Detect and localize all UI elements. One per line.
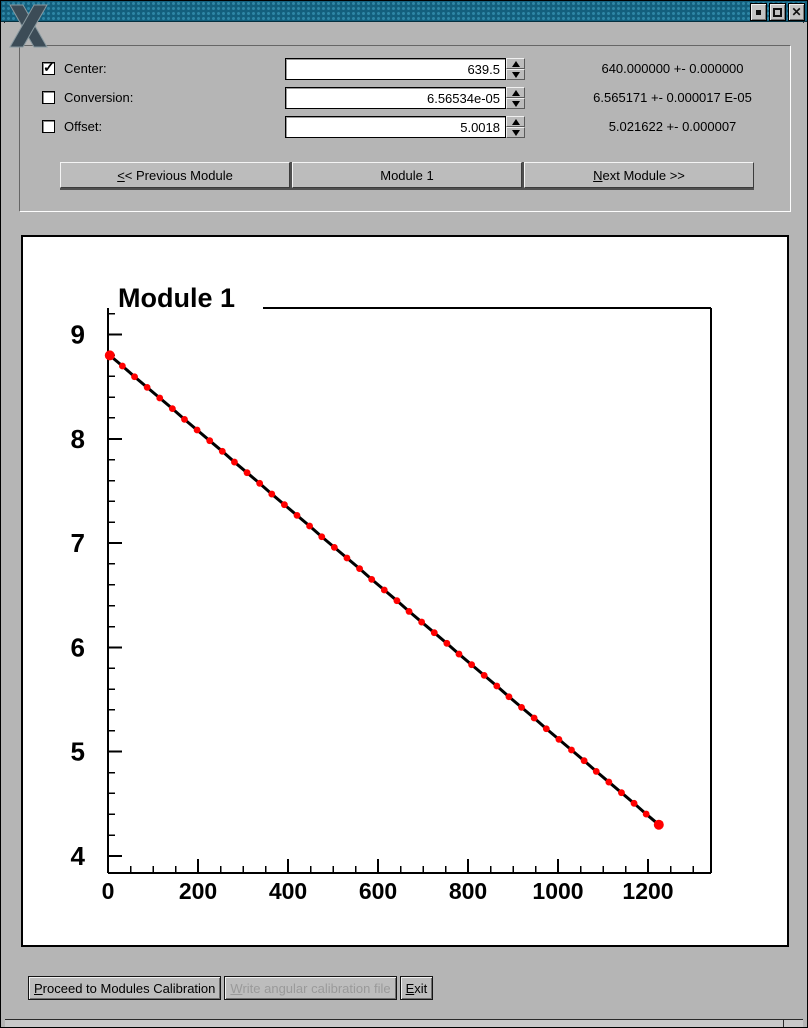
arrow-down-icon (511, 100, 520, 107)
center-checkbox[interactable]: ✓ (42, 59, 55, 75)
center-input[interactable] (285, 58, 506, 80)
center-spin-down-button[interactable] (506, 69, 525, 80)
svg-text:Module 1: Module 1 (118, 283, 235, 313)
arrow-down-icon (511, 71, 520, 78)
center-stepper (506, 58, 525, 80)
arrow-up-icon (511, 60, 520, 67)
center-fit-result: 640.000000 +- 0.000000 (601, 61, 744, 76)
svg-text:6: 6 (71, 632, 85, 662)
arrow-up-icon (511, 118, 520, 125)
statusbar (5, 1019, 803, 1027)
conversion-spin-up-button[interactable] (506, 87, 525, 98)
previous-module-button[interactable]: << Previous Module (60, 162, 290, 188)
arrow-up-icon (511, 89, 520, 96)
close-icon: ✕ (791, 5, 802, 19)
exit-button[interactable]: Exit (399, 976, 434, 1000)
offset-row: Offset: 5.021622 +- 0.000007 (20, 116, 790, 138)
svg-text:1200: 1200 (622, 878, 673, 904)
svg-text:400: 400 (269, 878, 307, 904)
conversion-checkbox[interactable] (42, 91, 55, 104)
conversion-stepper (506, 87, 525, 109)
svg-text:1000: 1000 (532, 878, 583, 904)
svg-text:5: 5 (71, 737, 85, 767)
calibration-plot-panel: 0 200 400 600 800 1000 1200 4 5 6 7 8 9 Module 1 (21, 235, 789, 947)
conversion-label: Conversion: (64, 90, 134, 105)
conversion-spin-down-button[interactable] (506, 98, 525, 109)
next-module-button[interactable]: Next Module >> (524, 162, 754, 188)
offset-input[interactable] (285, 116, 506, 138)
close-button[interactable]: ✕ (788, 3, 805, 21)
offset-spin-up-button[interactable] (506, 116, 525, 127)
write-angular-calibration-file-button: Write angular calibration file (224, 976, 397, 1000)
minimize-icon (756, 9, 761, 15)
center-spin-up-button[interactable] (506, 58, 525, 69)
svg-text:600: 600 (359, 878, 397, 904)
svg-text:200: 200 (179, 878, 217, 904)
center-row: ✓ Center: 640.000000 +- 0.000000 (20, 58, 790, 80)
svg-text:4: 4 (71, 841, 86, 871)
conversion-input[interactable] (285, 87, 506, 109)
svg-text:7: 7 (71, 528, 85, 558)
window-content: ✓ Center: 640.000000 +- 0.000000 Convers… (1, 23, 807, 1020)
conversion-fit-result: 6.565171 +- 0.000017 E-05 (593, 90, 752, 105)
svg-text:8: 8 (71, 424, 85, 454)
calibration-panel: ✓ Center: 640.000000 +- 0.000000 Convers… (19, 45, 791, 212)
minimize-button[interactable] (750, 3, 767, 21)
conversion-row: Conversion: 6.565171 +- 0.000017 E-05 (20, 87, 790, 109)
proceed-to-modules-calibration-button[interactable]: Proceed to Modules Calibration (28, 976, 222, 1000)
svg-text:0: 0 (102, 878, 115, 904)
svg-text:9: 9 (71, 319, 85, 349)
current-module-label: Module 1 (292, 162, 522, 188)
titlebar[interactable]: ✕ (1, 1, 807, 22)
offset-stepper (506, 116, 525, 138)
svg-text:800: 800 (449, 878, 487, 904)
offset-spin-down-button[interactable] (506, 127, 525, 138)
maximize-icon (773, 7, 782, 17)
calibration-plot: 0 200 400 600 800 1000 1200 4 5 6 7 8 9 Module 1 (71, 283, 712, 904)
arrow-down-icon (511, 129, 520, 136)
x11-logo-icon (9, 4, 48, 48)
resize-grip[interactable] (783, 1020, 784, 1027)
maximize-button[interactable] (769, 3, 786, 21)
offset-label: Offset: (64, 119, 103, 134)
offset-fit-result: 5.021622 +- 0.000007 (608, 119, 737, 134)
check-icon: ✓ (43, 59, 55, 75)
center-label: Center: (64, 61, 107, 76)
module-nav-strip: << Previous Module Module 1 Next Module … (60, 162, 754, 190)
offset-checkbox[interactable] (42, 120, 55, 133)
footer-buttons: Proceed to Modules Calibration Write ang… (28, 976, 434, 1000)
